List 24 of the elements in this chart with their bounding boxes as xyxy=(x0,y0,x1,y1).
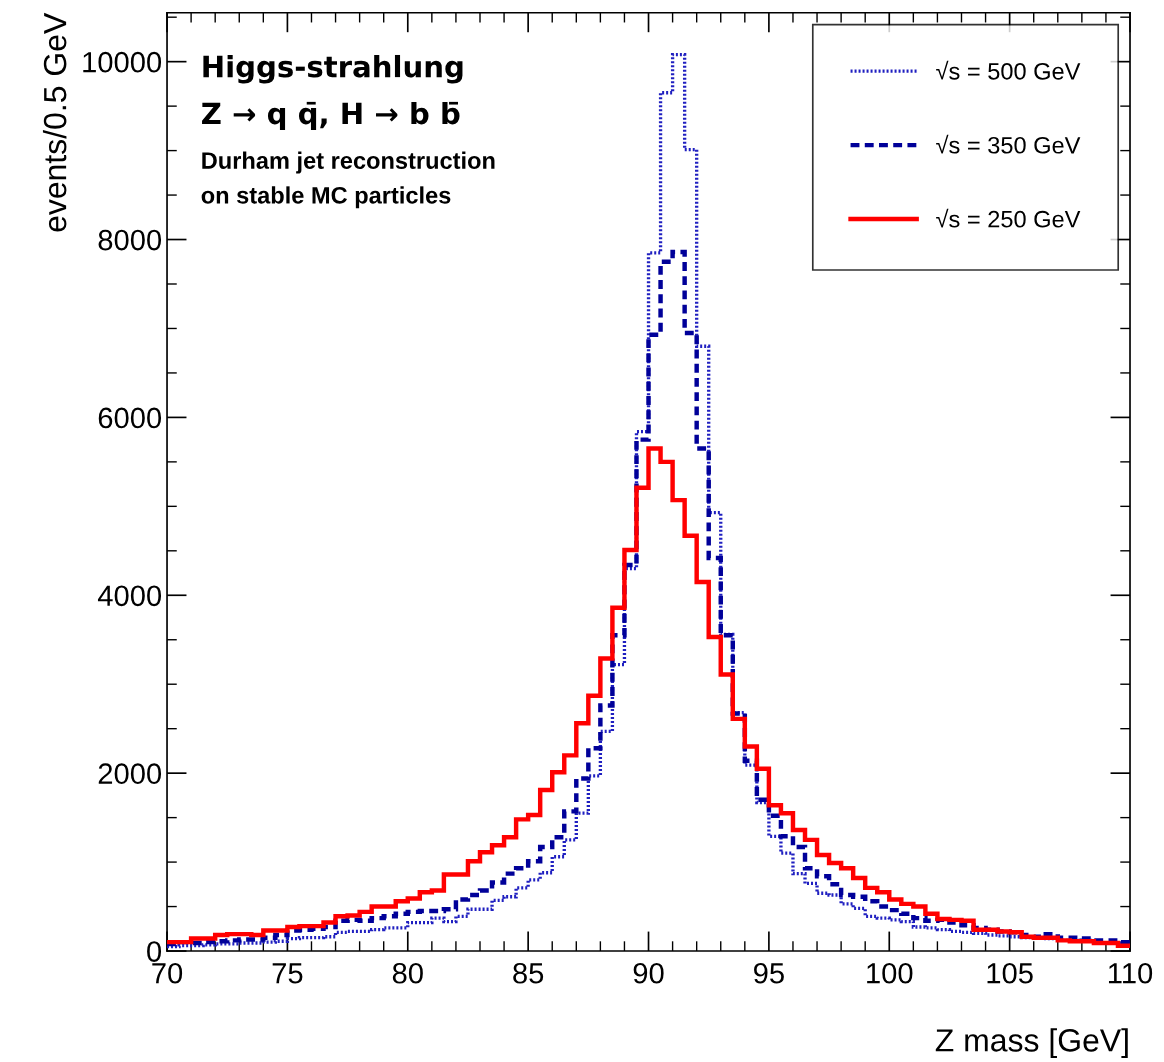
x-tick-label: 80 xyxy=(392,962,423,984)
legend-label: √s = 350 GeV xyxy=(936,134,1081,154)
x-tick-label: 90 xyxy=(633,962,664,984)
x-tick-label: 105 xyxy=(987,962,1033,984)
y-tick-label: 2000 xyxy=(98,763,162,784)
y-tick-label: 6000 xyxy=(98,407,162,429)
annotation: Higgs-strahlung xyxy=(203,54,463,84)
x-tick-label: 75 xyxy=(272,963,303,984)
y-axis-title: events/0.5 GeV xyxy=(42,12,67,232)
y-tick-label: 10000 xyxy=(83,51,162,73)
y-tick-label: 0 xyxy=(147,941,162,962)
x-tick-label: 100 xyxy=(867,962,913,984)
legend-label: √s = 500 GeV xyxy=(936,60,1081,80)
annotation: Durham jet reconstruction xyxy=(202,151,495,174)
x-tick-label: 70 xyxy=(152,962,183,984)
annotation: Z → q q̄, H → b b̄ xyxy=(202,101,460,131)
y-tick-label: 8000 xyxy=(98,229,162,251)
x-tick-label: 85 xyxy=(513,962,544,984)
x-tick-label: 110 xyxy=(1108,962,1153,984)
x-tick-label: 95 xyxy=(754,962,784,984)
legend-label: √s = 250 GeV xyxy=(936,208,1081,228)
annotation: on stable MC particles xyxy=(201,186,451,209)
x-axis-title: Z mass [GeV] xyxy=(935,1028,1128,1058)
y-tick-label: 4000 xyxy=(97,585,162,607)
